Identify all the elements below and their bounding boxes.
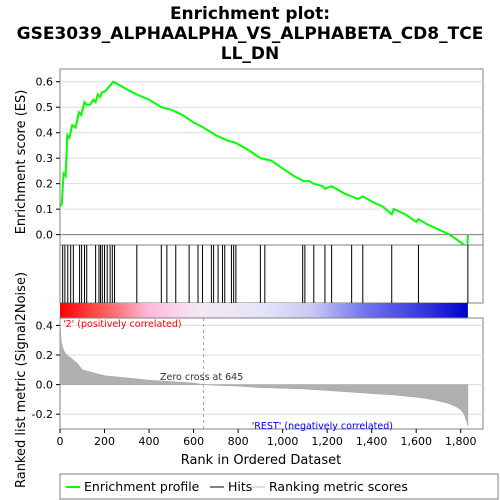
es-panel-frame [59, 68, 484, 256]
ranking-metric-area [59, 319, 469, 427]
x-tick-label: 800 [228, 435, 249, 448]
es-y-tick-label: 0.0 [36, 229, 54, 242]
x-tick-label: 1,000 [267, 435, 299, 448]
x-tick-label: 1,200 [311, 435, 343, 448]
rank-gradient-strip [60, 303, 468, 318]
positive-correlation-label: '2' (positively correlated) [63, 319, 182, 330]
es-y-tick-label: 0.1 [36, 203, 54, 216]
metric-y-tick-label: -0.2 [32, 408, 53, 421]
metric-y-tick-label: 0.0 [36, 379, 54, 392]
hits-panel [59, 244, 484, 304]
metric-y-tick-label: 0.4 [36, 319, 54, 332]
zero-cross-label: Zero cross at 645 [160, 372, 243, 383]
x-tick-label: 0 [57, 435, 64, 448]
chart-title-line-1: Enrichment plot: [170, 4, 330, 24]
es-panel: 0.0 0.1 0.2 0.3 0.4 0.5 0.6 Enrichment score (… [14, 68, 484, 256]
legend-enrichment-label: Enrichment profile [84, 479, 200, 494]
es-y-axis-label: Enrichment score (ES) [14, 90, 29, 235]
legend-box [59, 473, 499, 500]
legend-hits-label: Hits [228, 479, 252, 494]
negative-correlation-label: 'REST' (negatively correlated) [252, 421, 393, 432]
es-y-tick-label: 0.6 [36, 76, 54, 89]
x-tick-label: 200 [94, 435, 115, 448]
rank-color-bar [60, 303, 468, 318]
es-y-tick-label: 0.4 [36, 127, 54, 140]
hits-panel-frame [59, 244, 484, 304]
chart-title-line-2: GSE3039_ALPHAALPHA_VS_ALPHABETA_CD8_TCE [17, 24, 484, 44]
legend-metric-label: Ranking metric scores [269, 479, 408, 494]
es-y-tick-label: 0.5 [36, 101, 54, 114]
metric-y-axis-label: Ranked list metric (Signal2Noise) [14, 272, 29, 488]
legend: Enrichment profile Hits Ranking metric s… [59, 473, 499, 500]
x-tick-label: 1,600 [400, 435, 432, 448]
metric-y-tick-label: 0.2 [36, 349, 54, 362]
x-tick-label: 1,800 [445, 435, 477, 448]
es-y-tick-label: 0.3 [36, 152, 54, 165]
x-tick-label: 600 [183, 435, 204, 448]
chart-title-line-3: LL_DN [221, 44, 280, 64]
metric-panel-frame [59, 317, 484, 430]
enrichment-profile-line [59, 80, 469, 250]
metric-panel: 0.4 0.2 0.0 -0.2 '2' (positively correlated… [14, 272, 484, 488]
x-axis-label: Rank in Ordered Dataset [181, 453, 342, 468]
x-tick-label: 1,400 [356, 435, 388, 448]
x-tick-label: 400 [139, 435, 160, 448]
es-y-tick-label: 0.2 [36, 178, 54, 191]
